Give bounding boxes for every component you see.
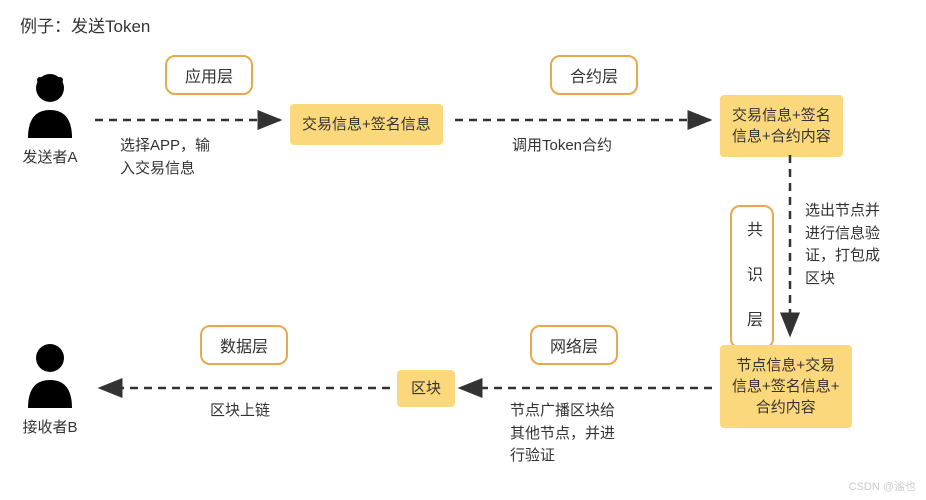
layer-consensus: 共 识 层 — [730, 205, 774, 349]
info-tx-sign: 交易信息+签名信息 — [290, 104, 443, 145]
info-block: 区块 — [397, 370, 455, 407]
receiver-label: 接收者B — [20, 416, 80, 437]
info-node-full: 节点信息+交易 信息+签名信息+ 合约内容 — [720, 345, 852, 428]
arrow-label-data: 区块上链 — [210, 400, 270, 423]
layer-network: 网络层 — [530, 325, 618, 365]
arrow-label-consensus: 选出节点并 进行信息验 证，打包成 区块 — [805, 200, 880, 290]
layer-app: 应用层 — [165, 55, 253, 95]
person-icon — [20, 70, 80, 140]
arrow-label-app: 选择APP，输 入交易信息 — [120, 135, 210, 180]
sender-actor: 发送者A — [20, 70, 80, 167]
sender-label: 发送者A — [20, 146, 80, 167]
diagram-title: 例子：发送Token — [20, 12, 150, 37]
info-tx-sign-contract: 交易信息+签名 信息+合约内容 — [720, 95, 843, 157]
arrow-label-contract: 调用Token合约 — [512, 135, 612, 158]
watermark: CSDN @谧也 — [849, 478, 916, 494]
layer-contract: 合约层 — [550, 55, 638, 95]
layer-data: 数据层 — [200, 325, 288, 365]
person-icon — [20, 340, 80, 410]
arrow-label-network: 节点广播区块给 其他节点，并进 行验证 — [510, 400, 615, 468]
receiver-actor: 接收者B — [20, 340, 80, 437]
